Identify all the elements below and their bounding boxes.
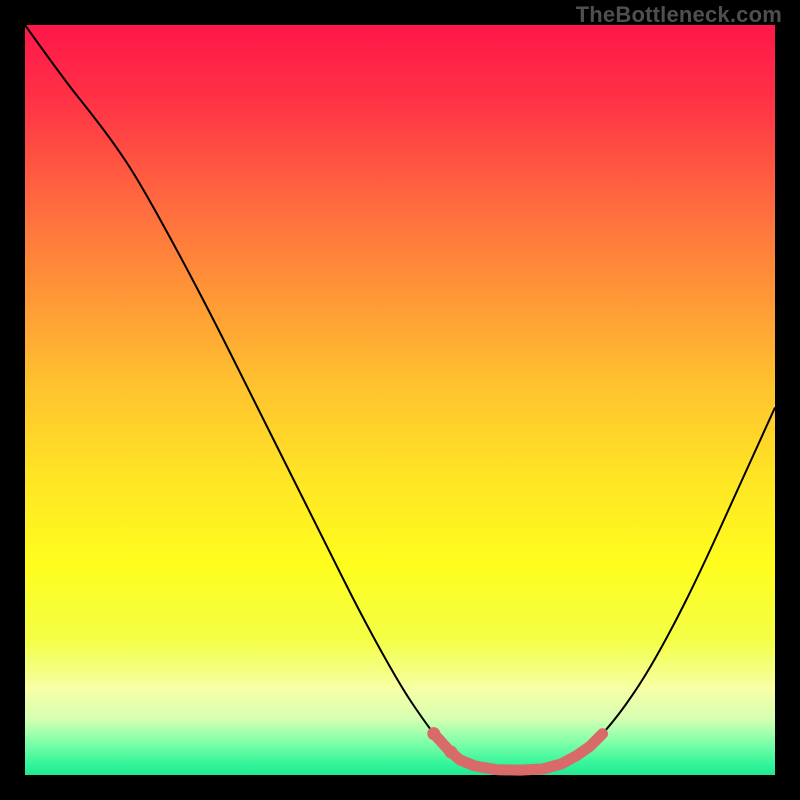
- highlight-dot: [445, 746, 458, 759]
- figure-root: TheBottleneck.com: [0, 0, 800, 800]
- watermark-text: TheBottleneck.com: [576, 2, 782, 28]
- bottleneck-chart: [0, 0, 800, 800]
- plot-background: [25, 25, 775, 775]
- highlight-dot: [427, 727, 440, 740]
